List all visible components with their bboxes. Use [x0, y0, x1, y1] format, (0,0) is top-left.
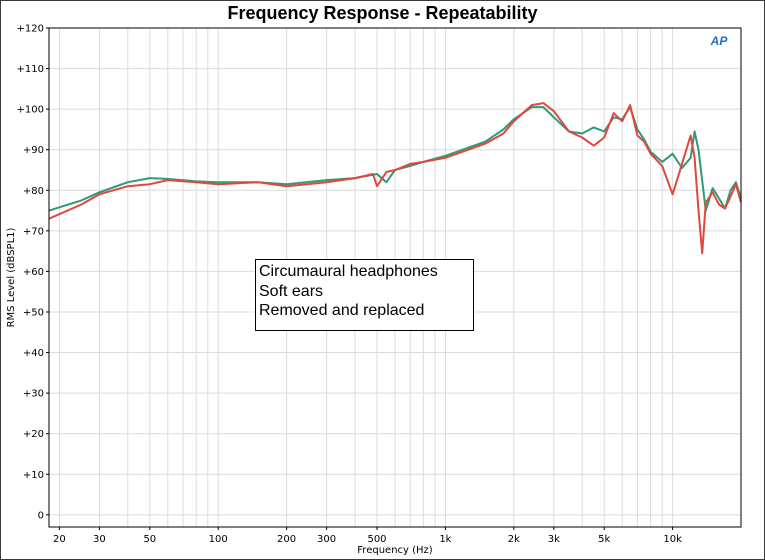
- x-tick-label: 300: [317, 534, 336, 545]
- x-tick-label: 2k: [508, 534, 520, 545]
- y-tick-label: +120: [17, 24, 44, 35]
- x-tick-label: 200: [277, 534, 296, 545]
- x-axis-ticks: 20 30 50 100 200 300 500 1k 2k 3k 5k 10k: [53, 527, 682, 545]
- y-axis-ticks: +120+110+100+90+80+70+60+50+40+30+20+100: [17, 24, 49, 521]
- y-axis-label: RMS Level (dBSPL1): [6, 227, 17, 327]
- y-tick-label: +50: [23, 307, 44, 318]
- y-tick-label: +10: [23, 470, 44, 481]
- x-tick-label: 5k: [598, 534, 610, 545]
- annotation-line-3: Removed and replaced: [259, 302, 425, 319]
- y-tick-label: +30: [23, 389, 44, 400]
- x-axis-label: Frequency (Hz): [357, 545, 433, 556]
- x-tick-label: 500: [367, 534, 386, 545]
- y-tick-label: +20: [23, 429, 44, 440]
- series-line-2: [48, 102, 742, 255]
- x-tick-label: 3k: [548, 534, 560, 545]
- y-tick-label: +100: [17, 105, 44, 116]
- annotation-line-1: Circumaural headphones: [259, 263, 438, 280]
- series-lines: [48, 102, 742, 255]
- y-tick-label: +60: [23, 267, 44, 278]
- y-tick-label: +90: [23, 145, 44, 156]
- x-tick-label: 30: [93, 534, 106, 545]
- x-tick-label: 100: [209, 534, 228, 545]
- x-tick-label: 1k: [439, 534, 451, 545]
- y-tick-label: +40: [23, 348, 44, 359]
- annotation-line-2: Soft ears: [259, 282, 324, 300]
- ap-logo: AP: [710, 34, 728, 48]
- y-tick-label: 0: [38, 510, 44, 521]
- x-tick-label: 50: [143, 534, 156, 545]
- annotation-box: Circumaural headphones Soft ears Removed…: [255, 259, 474, 331]
- y-tick-label: +70: [23, 226, 44, 237]
- plot-border: [48, 27, 742, 528]
- x-tick-label: 20: [53, 534, 66, 545]
- chart-title: Frequency Response - Repeatability: [227, 3, 538, 23]
- x-tick-label: 10k: [663, 534, 682, 545]
- y-tick-label: +80: [23, 186, 44, 197]
- y-tick-label: +110: [17, 64, 44, 75]
